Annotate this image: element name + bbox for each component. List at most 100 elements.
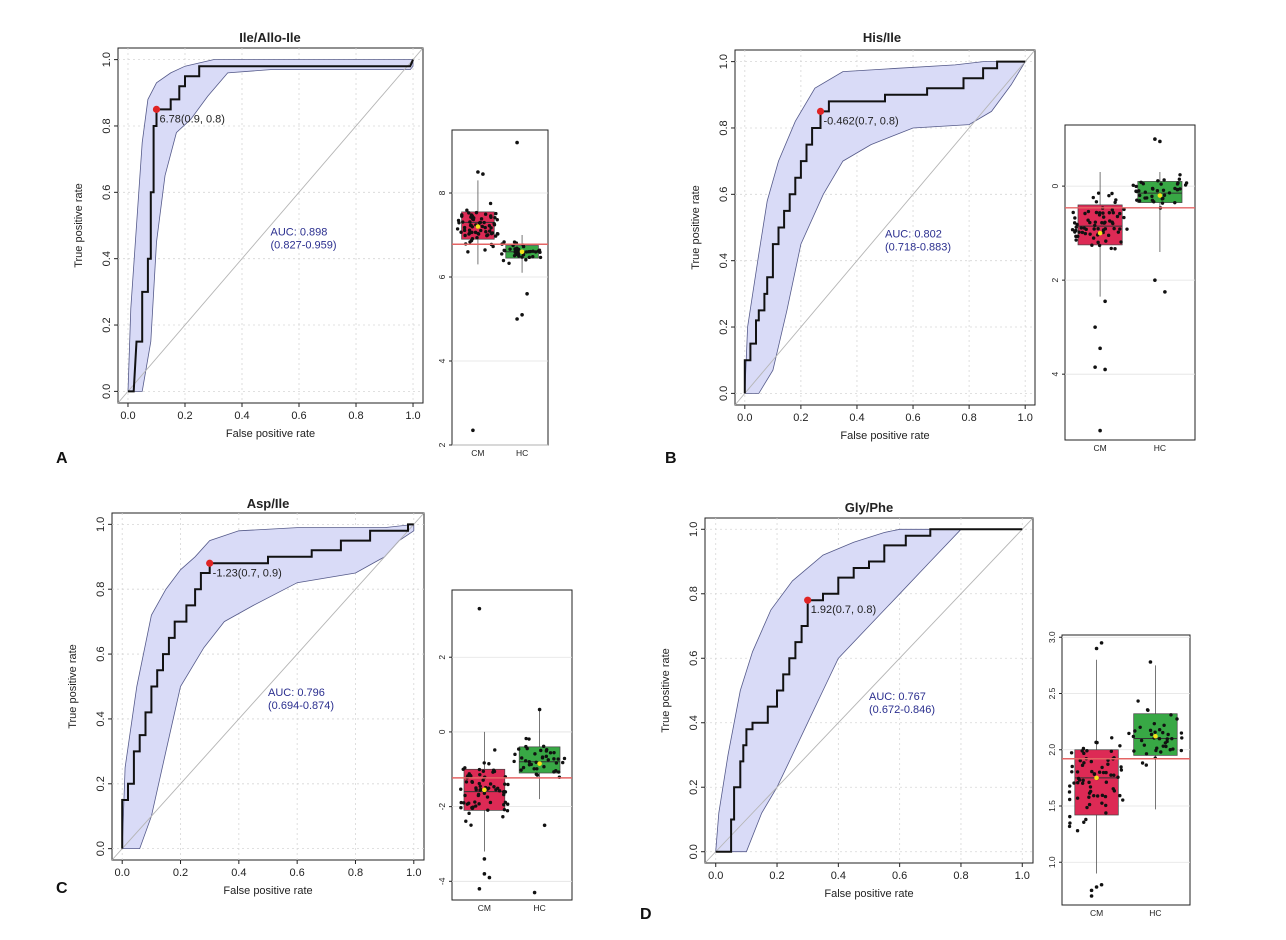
data-point bbox=[483, 248, 487, 252]
data-point bbox=[1101, 228, 1106, 232]
box-plot: 0 2 4 CM HC bbox=[1050, 124, 1196, 453]
x-tick-label: 0.0 bbox=[708, 870, 723, 882]
outlier-point bbox=[1163, 290, 1167, 294]
data-point bbox=[1142, 743, 1147, 747]
data-point bbox=[1072, 221, 1077, 225]
data-point bbox=[482, 791, 487, 795]
data-point bbox=[478, 787, 483, 792]
panel-a: 6.78(0.9, 0.8) AUC: 0.898(0.827-0.959) 0.0… bbox=[56, 30, 549, 467]
data-point bbox=[1153, 730, 1157, 734]
data-point bbox=[1144, 763, 1148, 767]
data-point bbox=[1076, 776, 1081, 781]
data-point bbox=[1116, 775, 1120, 779]
data-point bbox=[1084, 227, 1088, 232]
data-point bbox=[1119, 768, 1124, 772]
data-point bbox=[531, 254, 535, 259]
data-point bbox=[1080, 749, 1084, 753]
roc-plot: 1.92(0.7, 0.8) AUC: 0.767(0.672-0.846) 0.0… bbox=[660, 500, 1034, 900]
data-point bbox=[1110, 736, 1114, 740]
data-point bbox=[1079, 226, 1084, 230]
outlier-point bbox=[1099, 882, 1104, 887]
outlier-point bbox=[1089, 894, 1094, 898]
data-point bbox=[513, 752, 517, 757]
x-tick-label: 0.6 bbox=[905, 412, 920, 424]
data-point bbox=[1163, 741, 1168, 745]
data-point bbox=[1138, 725, 1142, 730]
data-point bbox=[492, 221, 496, 226]
outlier-point bbox=[515, 317, 519, 321]
data-point bbox=[1131, 183, 1135, 187]
data-point bbox=[1101, 215, 1106, 219]
x-tick-label: 0.4 bbox=[831, 870, 846, 882]
data-point bbox=[1091, 195, 1095, 200]
data-point bbox=[1092, 227, 1096, 231]
data-point bbox=[1084, 817, 1088, 822]
x-axis-label: False positive rate bbox=[226, 428, 315, 440]
auc-ci: (0.672-0.846) bbox=[869, 704, 935, 716]
box-x-label: HC bbox=[1149, 908, 1161, 918]
data-point bbox=[487, 762, 491, 766]
data-point bbox=[488, 201, 493, 206]
data-point bbox=[1103, 794, 1108, 799]
data-point bbox=[483, 212, 488, 216]
data-point bbox=[1087, 802, 1092, 807]
data-point bbox=[527, 763, 532, 767]
data-point bbox=[1110, 191, 1114, 196]
outlier-point bbox=[525, 292, 529, 296]
data-point bbox=[502, 789, 507, 794]
chance-line bbox=[734, 49, 1036, 406]
roc-curve bbox=[715, 528, 1023, 853]
outlier-point bbox=[1094, 885, 1099, 889]
data-point bbox=[459, 230, 463, 234]
ci-band bbox=[127, 59, 414, 392]
iqr-box bbox=[1077, 204, 1123, 246]
data-point bbox=[492, 785, 496, 789]
data-point bbox=[512, 253, 517, 258]
mean-marker bbox=[519, 249, 525, 255]
box-y-tick-label: 2 bbox=[437, 442, 447, 447]
data-point bbox=[468, 220, 472, 224]
data-point bbox=[1162, 193, 1167, 197]
data-point bbox=[546, 758, 550, 762]
data-point bbox=[1090, 243, 1094, 247]
data-point bbox=[1173, 200, 1177, 205]
data-point bbox=[548, 751, 553, 755]
outlier-point bbox=[1098, 428, 1102, 433]
data-point bbox=[506, 782, 510, 787]
data-point bbox=[503, 800, 508, 804]
data-point bbox=[1093, 220, 1098, 224]
data-point bbox=[1119, 240, 1123, 244]
data-point bbox=[1146, 708, 1150, 712]
outlier-point bbox=[1148, 660, 1153, 664]
data-point bbox=[1093, 223, 1097, 228]
data-point bbox=[456, 218, 461, 223]
data-point bbox=[1159, 750, 1163, 754]
data-point bbox=[466, 250, 470, 254]
box-frame bbox=[1064, 124, 1196, 441]
data-point bbox=[1104, 780, 1109, 784]
data-point bbox=[519, 768, 523, 772]
box-cm bbox=[1070, 172, 1129, 297]
data-point bbox=[476, 232, 481, 236]
data-point bbox=[474, 804, 478, 808]
y-tick-label: 0.0 bbox=[688, 844, 700, 859]
chance-line bbox=[704, 517, 1034, 864]
data-point bbox=[497, 789, 502, 793]
box-y-tick-label: 4 bbox=[437, 358, 447, 363]
mean-marker bbox=[537, 761, 542, 766]
data-point bbox=[1125, 227, 1129, 231]
data-point bbox=[527, 760, 531, 764]
data-point bbox=[487, 224, 492, 228]
data-point bbox=[459, 806, 463, 810]
data-point bbox=[533, 752, 537, 756]
data-point bbox=[1109, 246, 1113, 251]
data-point bbox=[1132, 749, 1136, 753]
data-point bbox=[527, 255, 532, 260]
data-point bbox=[538, 255, 543, 260]
data-point bbox=[1161, 196, 1165, 201]
y-tick-label: 0.0 bbox=[718, 386, 730, 401]
data-point bbox=[1091, 236, 1096, 240]
data-point bbox=[493, 234, 498, 238]
cutoff-label: 1.92(0.7, 0.8) bbox=[811, 604, 876, 616]
data-point bbox=[556, 770, 561, 774]
